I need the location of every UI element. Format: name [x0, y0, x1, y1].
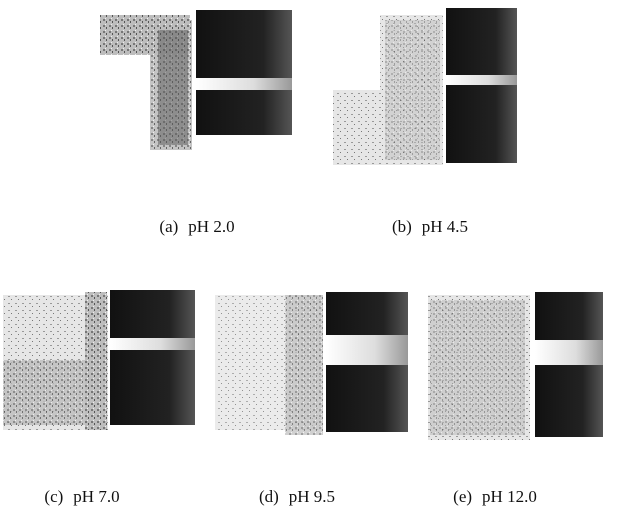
panel-caption: pH 12.0 [482, 487, 537, 506]
panel-caption: pH 2.0 [188, 217, 234, 236]
panel-caption: pH 7.0 [73, 487, 119, 506]
caption: (a) pH 2.0 [159, 217, 234, 236]
caption: (b) pH 4.5 [392, 217, 468, 236]
photo-b [333, 8, 517, 165]
panel-label: (e) [453, 487, 472, 506]
panel-label: (a) [159, 217, 178, 236]
panel-label: (d) [259, 487, 279, 506]
caption: (c) pH 7.0 [44, 487, 119, 506]
panel-caption: pH 9.5 [289, 487, 335, 506]
panel-caption: pH 4.5 [422, 217, 468, 236]
panel-label: (c) [44, 487, 63, 506]
photo-a [100, 10, 292, 150]
photo-c [3, 290, 195, 430]
caption: (d) pH 9.5 [259, 487, 335, 506]
panel-label: (b) [392, 217, 412, 236]
figure: (a)pH 2.0 (b)pH 4.5 (c)pH 7.0 (d)pH 9.5 … [0, 0, 617, 516]
caption: (e) pH 12.0 [453, 487, 537, 506]
photo-e [428, 292, 603, 440]
photo-d [215, 292, 408, 435]
